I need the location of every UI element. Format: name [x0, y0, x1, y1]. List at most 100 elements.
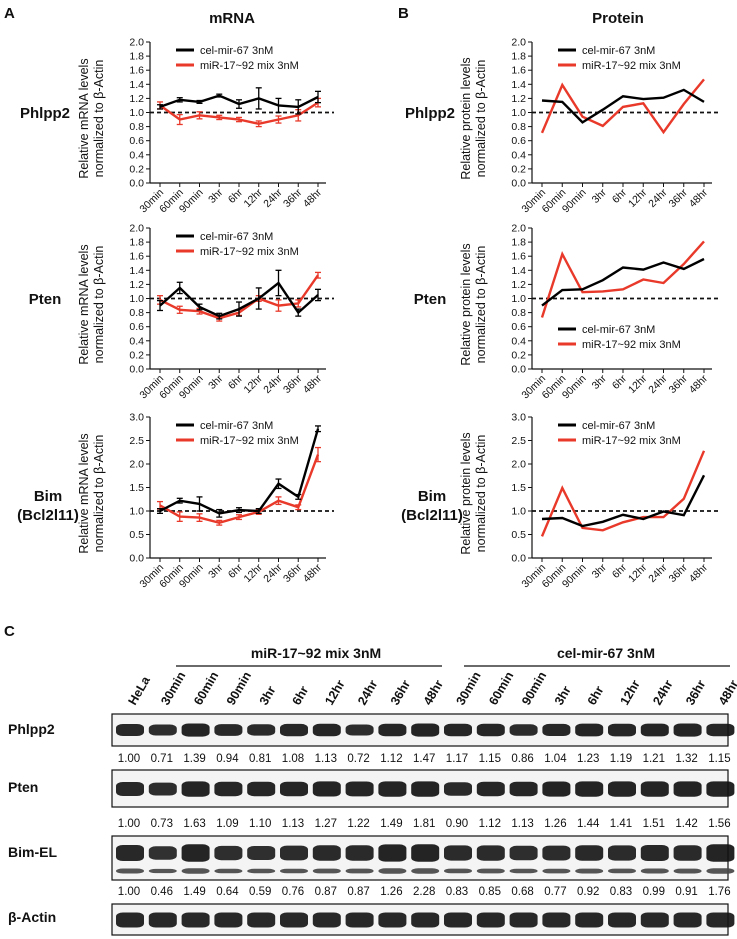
legend-label-control: cel-mir-67 3nM [582, 45, 655, 57]
legend-label-mix: miR-17~92 mix 3nM [582, 435, 681, 447]
blot-band [214, 724, 243, 736]
quant-value: 1.09 [216, 818, 238, 830]
y-tick-label: 1.8 [129, 51, 144, 63]
blot-band [411, 912, 440, 928]
y-tick-label: 0.2 [129, 163, 144, 175]
x-tick-label: 24hr [646, 186, 670, 210]
quant-value: 1.00 [118, 818, 140, 830]
y-tick-label: 1.2 [129, 93, 144, 105]
y-tick-label: 1.8 [511, 237, 526, 249]
blot-band [542, 723, 571, 736]
blot-band [509, 912, 538, 928]
y-tick-label: 1.5 [511, 482, 526, 494]
y-tick-label: 1.0 [511, 506, 526, 518]
y-tick-label: 2.0 [511, 459, 526, 471]
y-tick-label: 0.0 [129, 178, 144, 190]
blot-band [476, 912, 505, 928]
x-tick-label: 48hr [301, 186, 325, 210]
x-tick-label: 12hr [242, 186, 266, 210]
y-tick-label: 0.4 [511, 335, 526, 347]
blot-band [542, 781, 571, 797]
blot-band [116, 845, 144, 861]
series-line-control [159, 428, 320, 515]
blot-band [181, 781, 210, 797]
quant-value: 0.72 [347, 753, 369, 765]
blot-band [673, 845, 702, 861]
lane-label: 48hr [421, 678, 446, 708]
column-title-mrna: mRNA [209, 10, 255, 27]
blot-band [706, 912, 735, 928]
quant-value: 1.13 [282, 818, 304, 830]
y-tick-label: 1.6 [129, 251, 144, 263]
blot-band [181, 868, 210, 874]
blot-band [345, 845, 374, 861]
blot-band [575, 845, 604, 861]
lane-label: 24hr [355, 678, 380, 708]
x-tick-label: 36hr [667, 186, 691, 210]
y-tick-label: 2.0 [129, 37, 144, 49]
y-tick-label: 0.2 [511, 349, 526, 361]
gene-label-phlpp2-a: Phlpp2 [20, 105, 70, 122]
x-tick-label: 3hr [206, 372, 226, 392]
quant-value: 1.22 [347, 818, 369, 830]
quant-value: 0.99 [643, 886, 665, 898]
y-tick-label: 0.8 [511, 307, 526, 319]
quant-value: 1.21 [643, 753, 665, 765]
blot-band [608, 723, 636, 737]
y-tick-label: 0.2 [129, 349, 144, 361]
quant-value: 1.41 [610, 818, 632, 830]
blot-band [542, 845, 571, 861]
quant-value: 0.73 [151, 818, 173, 830]
y-tick-label: 1.4 [511, 79, 526, 91]
blot-band [280, 845, 308, 861]
blot-band [181, 912, 210, 928]
y-tick-label: 0.6 [129, 321, 144, 333]
blot-band [378, 723, 407, 737]
y-tick-label: 1.8 [511, 51, 526, 63]
blot-band [509, 845, 538, 861]
lane-label: 36hr [683, 678, 708, 708]
gene-alias-bim-a: (Bcl2l11) [17, 507, 79, 524]
blot-band [116, 724, 144, 736]
y-axis-title: normalized to β-Actin [474, 435, 488, 553]
quant-value: 1.76 [708, 886, 730, 898]
x-tick-label: 12hr [626, 561, 650, 585]
y-tick-label: 0.0 [511, 364, 526, 376]
lane-label: 60min [191, 669, 221, 707]
legend-label-control: cel-mir-67 3nM [200, 45, 273, 57]
quant-value: 0.92 [577, 886, 599, 898]
blot-band [542, 868, 571, 874]
series-line-mix [540, 450, 706, 537]
y-tick-label: 1.0 [511, 293, 526, 305]
legend-label-mix: miR-17~92 mix 3nM [200, 435, 299, 447]
quant-value: 1.44 [577, 818, 600, 830]
quant-value: 1.56 [708, 818, 730, 830]
quant-value: 1.32 [675, 753, 697, 765]
y-tick-label: 2.0 [129, 459, 144, 471]
x-tick-label: 90min [560, 373, 589, 402]
blot-label: Phlpp2 [8, 721, 55, 737]
lane-label: 90min [519, 669, 549, 707]
y-tick-label: 1.6 [511, 251, 526, 263]
y-tick-label: 0.5 [511, 529, 526, 541]
quant-value: 1.47 [413, 753, 435, 765]
legend-label-control: cel-mir-67 3nM [582, 420, 655, 432]
y-tick-label: 1.5 [129, 482, 144, 494]
blot-band [640, 781, 669, 797]
x-tick-label: 3hr [206, 186, 226, 206]
blot-band [280, 912, 308, 928]
blot-band [345, 781, 374, 797]
quant-value: 1.26 [544, 818, 566, 830]
y-tick-label: 0.0 [511, 178, 526, 190]
blot-band [411, 868, 440, 874]
y-tick-label: 1.6 [511, 65, 526, 77]
blot-band [673, 868, 702, 874]
blot-band [181, 844, 210, 862]
blot-band [640, 723, 669, 737]
x-tick-label: 12hr [242, 372, 266, 396]
quant-value: 0.59 [249, 886, 271, 898]
series-line-mix [159, 101, 319, 126]
quant-value: 1.13 [315, 753, 337, 765]
